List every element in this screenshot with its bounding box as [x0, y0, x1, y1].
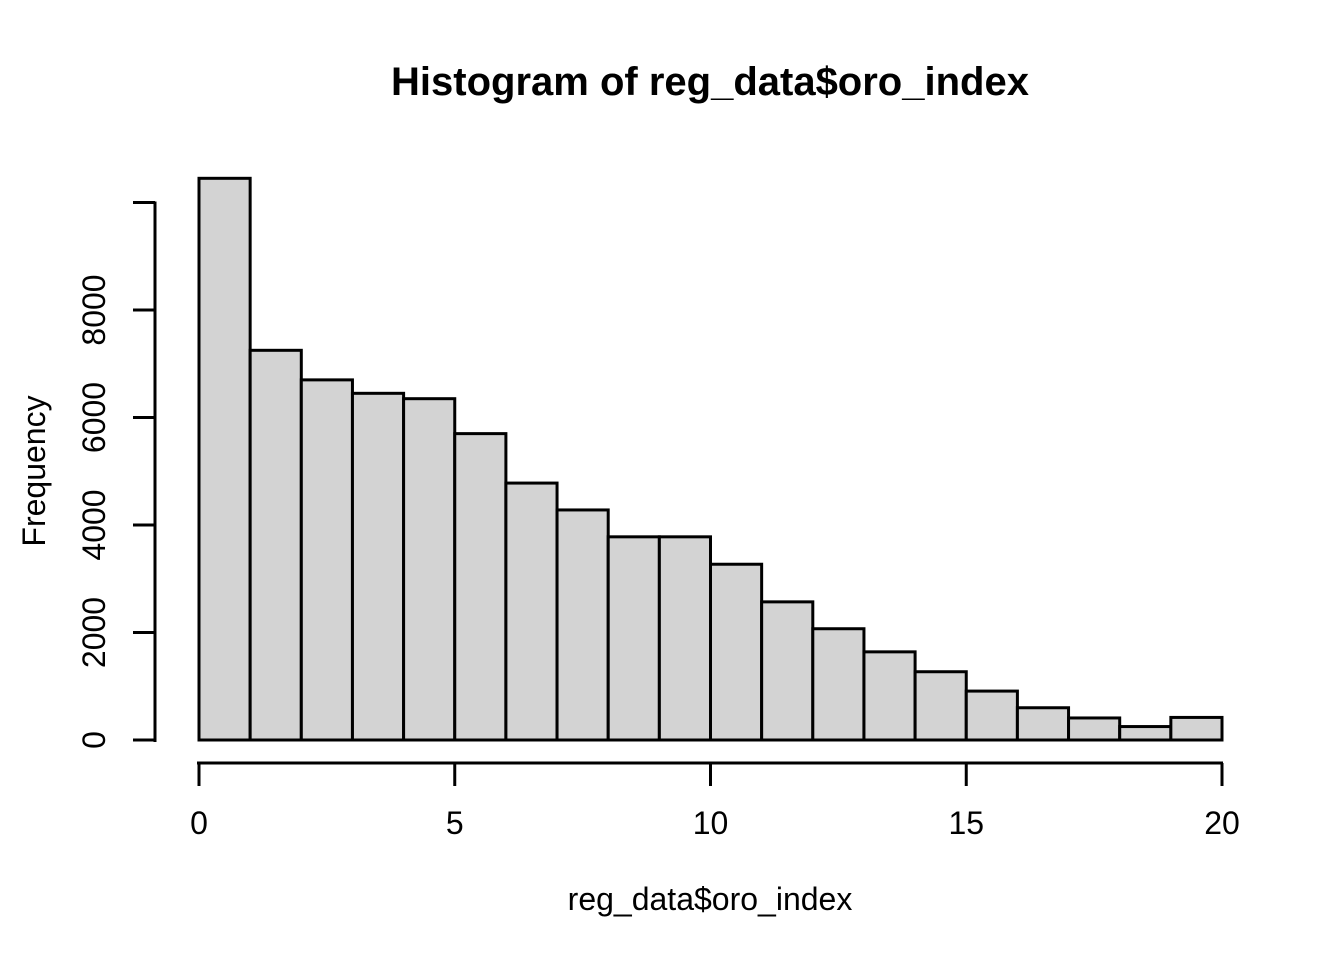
histogram-bar: [606, 535, 661, 742]
y-tick-label: 8000: [76, 274, 112, 345]
histogram-bar: [760, 600, 815, 742]
histogram-bar: [197, 176, 252, 742]
histogram-bar: [1015, 706, 1071, 742]
chart-title: Histogram of reg_data$oro_index: [391, 60, 1029, 104]
y-tick-label: 2000: [76, 597, 112, 668]
histogram-bar: [811, 627, 866, 742]
histogram-bar: [709, 562, 764, 742]
histogram-bar: [453, 432, 508, 742]
histogram-bar: [657, 535, 712, 742]
x-tick-label: 0: [190, 805, 208, 841]
histogram-bars: [197, 176, 1224, 742]
histogram-bar: [862, 650, 917, 742]
y-tick-label: 0: [76, 731, 112, 749]
axes: 0 5 10 15 20 0 2000 4000 6000 8000: [76, 201, 1240, 841]
histogram-bar: [555, 508, 610, 742]
histogram-bar: [913, 670, 968, 742]
y-tick-label: 4000: [76, 489, 112, 560]
x-tick-label: 10: [693, 805, 729, 841]
histogram-bar: [1169, 715, 1224, 742]
histogram-bar: [964, 689, 1019, 742]
histogram-bar: [1118, 725, 1173, 742]
histogram-bar: [350, 391, 406, 742]
histogram-bar: [504, 481, 559, 742]
histogram-bar: [248, 348, 303, 742]
x-axis-title: reg_data$oro_index: [568, 881, 853, 917]
x-tick-label: 20: [1204, 805, 1240, 841]
x-tick-label: 5: [446, 805, 464, 841]
histogram-bar: [299, 378, 354, 742]
y-axis-title: Frequency: [16, 395, 52, 546]
histogram-bar: [1067, 716, 1122, 742]
y-tick-label: 6000: [76, 382, 112, 453]
histogram-bar: [402, 397, 457, 742]
x-tick-label: 15: [948, 805, 984, 841]
